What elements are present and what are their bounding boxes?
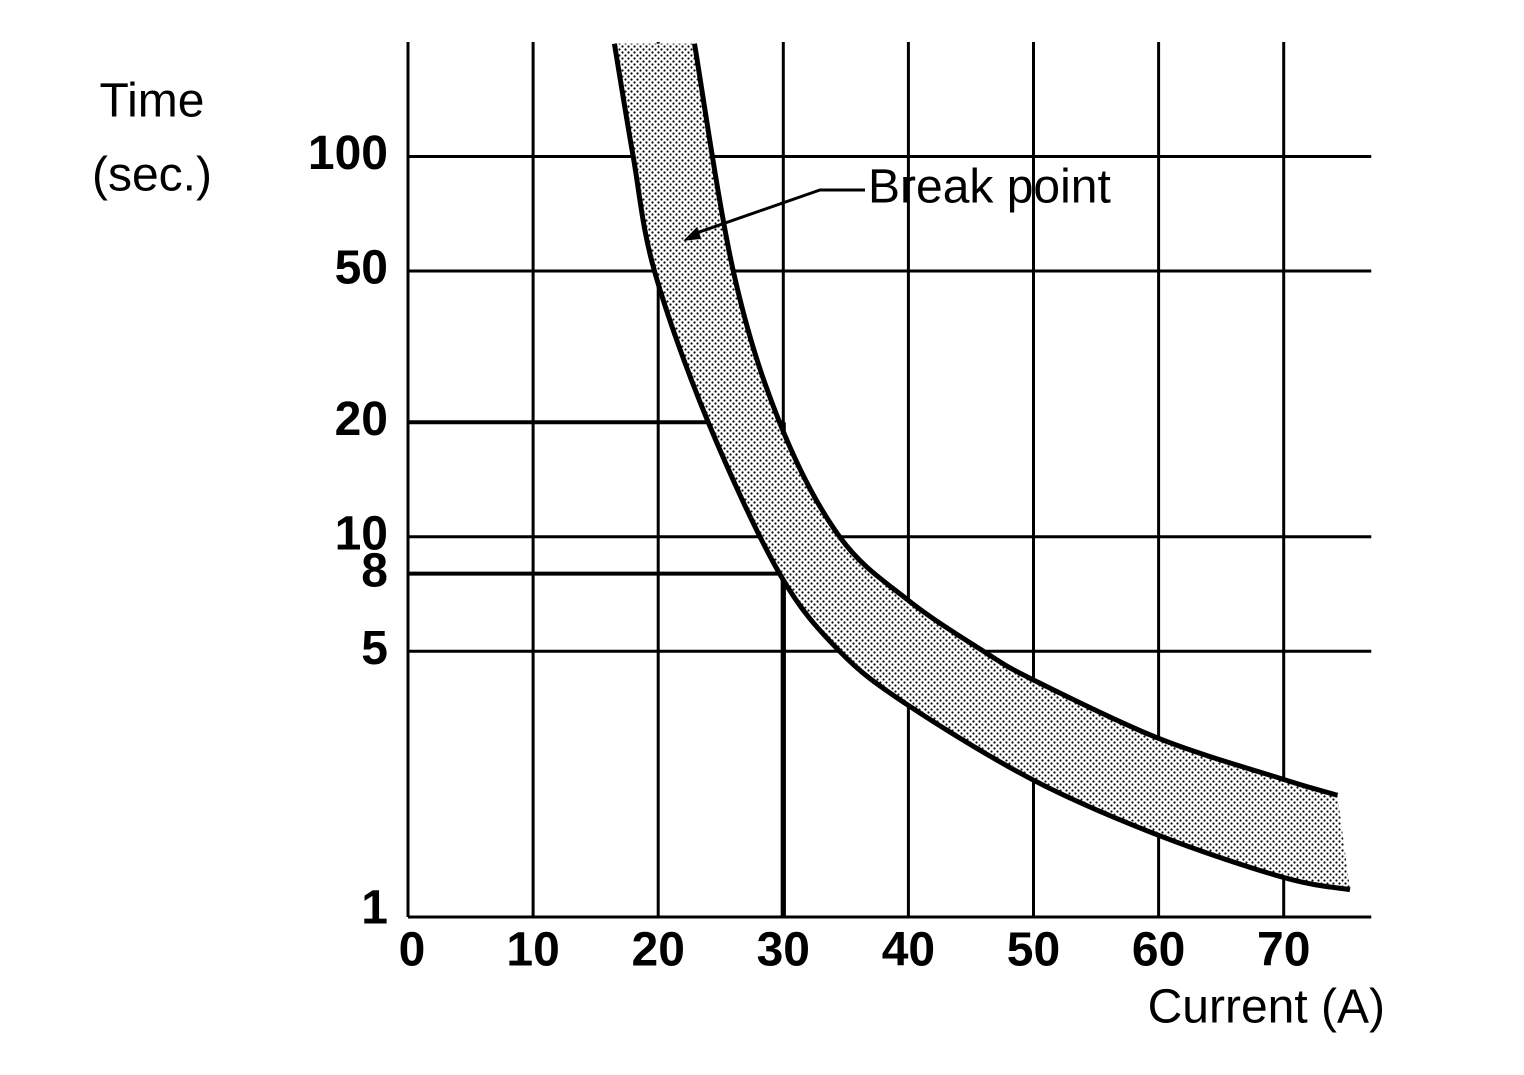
y-axis-label: Time — [100, 75, 205, 128]
x-tick-label: 20 — [632, 924, 685, 977]
x-axis-label: Current (A) — [1148, 981, 1385, 1034]
x-tick-label: 10 — [506, 924, 559, 977]
y-tick-label: 20 — [335, 393, 388, 446]
y-tick-label: 5 — [361, 622, 388, 675]
annotation-arrow — [690, 188, 865, 237]
y-tick-label: 10 — [335, 507, 388, 560]
y-tick-label: 100 — [308, 127, 388, 180]
annotation-arrowhead — [683, 226, 702, 241]
x-tick-label: 30 — [757, 924, 810, 977]
y-tick-label: 8 — [361, 544, 388, 597]
x-tick-label: 60 — [1132, 924, 1185, 977]
y-axis-label: (sec.) — [92, 149, 212, 202]
x-tick-label: 40 — [882, 924, 935, 977]
y-tick-label: 50 — [335, 242, 388, 295]
y-tick-label: 1 — [361, 882, 388, 935]
curve — [692, 43, 1339, 798]
curve — [611, 43, 1351, 893]
band-fill — [614, 43, 1351, 890]
x-tick-label: 50 — [1007, 924, 1060, 977]
x-tick-label: 70 — [1257, 924, 1310, 977]
x-tick-label: 0 — [399, 924, 426, 977]
annotation-text: Break point — [868, 161, 1111, 214]
